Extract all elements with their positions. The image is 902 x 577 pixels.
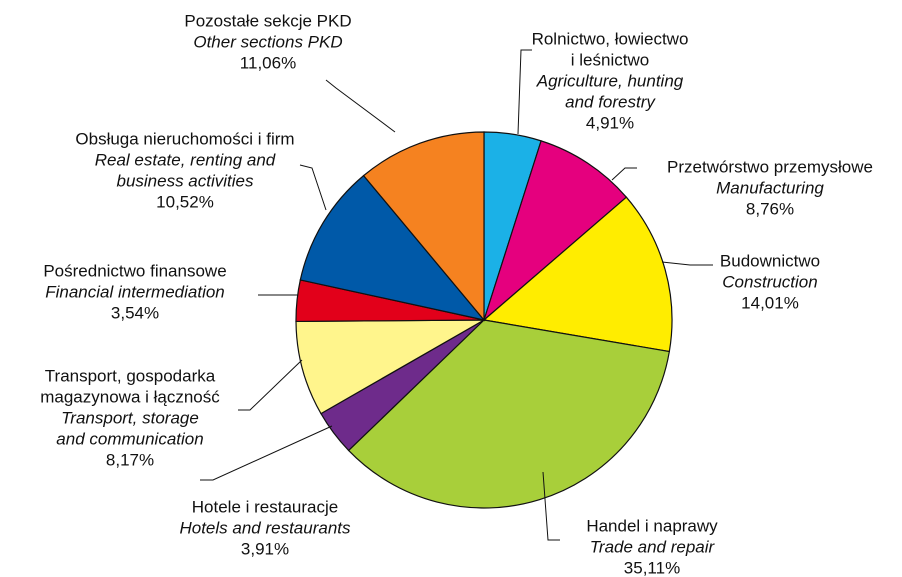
slice-label-en: Trade and repair [590,537,716,556]
slice-label-en: Transport, storage [61,408,199,427]
value-label: 8,17% [106,450,154,469]
slice-label: Pośrednictwo finansowe [43,261,226,280]
slice-label: Rolnictwo, łowiectwo [532,29,689,48]
pie-slice [295,319,487,415]
pie-slice [482,140,628,322]
leader-line [200,425,333,481]
value-label: 14,01% [741,293,799,312]
slice-label-en: Agriculture, hunting [536,71,684,90]
value-label: 3,91% [241,539,289,558]
leader-line [325,79,396,133]
slice-label: Przetwórstwo przemysłowe [667,157,873,176]
slice-label-en: Manufacturing [716,178,824,197]
leader-line [517,49,532,135]
leader-line [299,164,327,211]
slice-label: Obsługa nieruchomości i firm [75,129,294,148]
slice-label: Handel i naprawy [586,516,718,535]
slice-label: Transport, gospodarka [45,366,216,385]
pie-slice [362,131,485,322]
slice-label: magazynowa i łączność [40,387,220,406]
value-label: 35,11% [624,558,680,577]
pie-slice [482,196,673,353]
value-label: 8,76% [746,199,794,218]
slice-label-en: Other sections PKD [193,32,342,51]
value-label: 11,06% [240,53,296,72]
value-label: 10,52% [156,192,214,211]
slice-label-en: and forestry [565,92,656,111]
slice-label-en: Hotels and restaurants [179,518,351,537]
pie-slice [347,319,671,509]
slice-label-en: Real estate, renting and [95,150,276,169]
leader-line [542,471,560,541]
slice-label-en: and communication [56,429,203,448]
leader-line [238,359,303,411]
slice-label: Pozostałe sekcje PKD [184,11,351,30]
slice-label-en: Construction [722,272,817,291]
slice-label: Hotele i restauracje [192,497,338,516]
pie-slice [299,174,486,321]
leader-line [661,261,713,266]
value-label: 3,54% [111,303,159,322]
slice-label-en: business activities [116,171,254,190]
leader-line [611,167,637,181]
slice-label: i leśnictwo [571,50,649,69]
value-label: 4,91% [586,113,634,132]
slice-label-en: Financial intermediation [45,282,225,301]
slice-label: Budownictwo [720,251,820,270]
